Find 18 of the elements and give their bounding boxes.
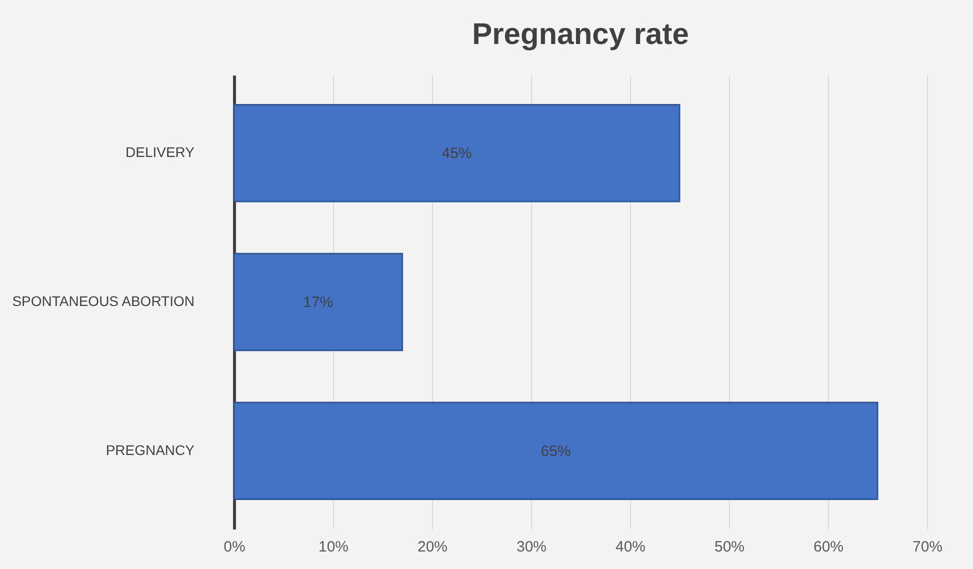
bar [233, 252, 404, 352]
x-tick-label: 60% [813, 538, 844, 556]
y-tick-label: SPONTANEOUS ABORTION [12, 293, 194, 309]
y-tick-label: DELIVERY [126, 144, 196, 160]
x-tick-label: 10% [318, 538, 349, 556]
x-tick-label: 70% [912, 538, 943, 556]
x-tick-label: 40% [615, 538, 646, 556]
x-tick-label: 20% [417, 538, 448, 556]
y-tick-label: PREGNANCY [106, 442, 196, 458]
x-tick-label: 30% [516, 538, 547, 556]
x-tick-label: 0% [224, 538, 246, 556]
x-tick-label: 50% [714, 538, 745, 556]
data-label: 45% [442, 145, 472, 162]
chart-title: Pregnancy rate [472, 18, 689, 51]
bar [233, 104, 680, 202]
data-label: 65% [540, 442, 571, 460]
data-label: 17% [303, 294, 334, 311]
bar [233, 402, 878, 500]
